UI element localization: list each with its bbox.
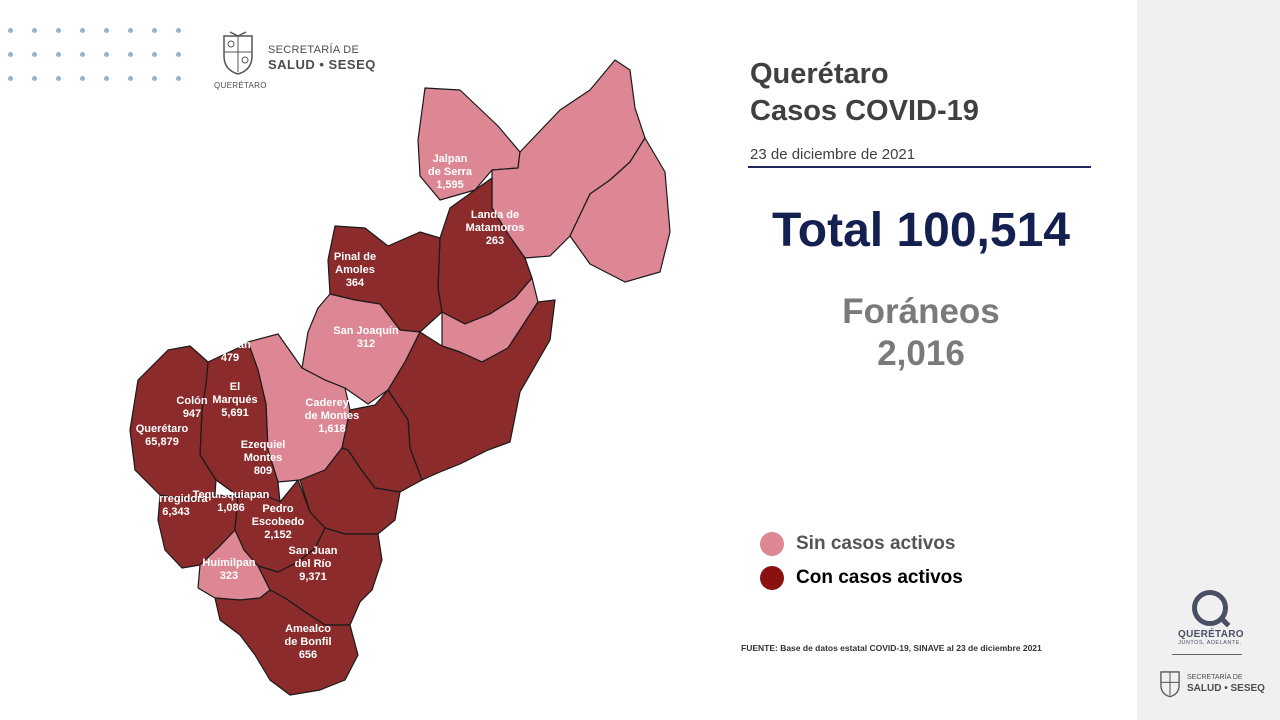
decorative-dot xyxy=(128,52,133,57)
municipality-label-colon: Colón 947 xyxy=(176,395,207,420)
decorative-dot xyxy=(32,28,37,33)
foreign-cases: Foráneos 2,016 xyxy=(748,291,1094,375)
municipality-toliman xyxy=(301,293,421,405)
decorative-dot xyxy=(176,76,181,81)
decorative-dot xyxy=(56,76,61,81)
side-divider xyxy=(1172,654,1242,655)
municipality-label-toliman: Tolimán 479 xyxy=(209,339,251,364)
legend-label-inactive: Sin casos activos xyxy=(796,533,956,554)
municipality-label-cadereyta-de-montes: Cadereyta de Montes 1,618 xyxy=(305,397,360,435)
report-date: 23 de diciembre de 2021 xyxy=(750,146,916,163)
decorative-dot xyxy=(80,52,85,57)
municipality-label-arroyo-seco: Arroyo Seco 363 xyxy=(315,139,351,177)
municipality-label-tequisquiapan: Tequisquiapan 1,086 xyxy=(193,489,270,514)
decorative-dot xyxy=(8,76,13,81)
foreign-cases-value: 2,016 xyxy=(877,334,965,373)
municipality-label-jalpan-de-serra: Jalpan de Serra 1,595 xyxy=(428,153,473,191)
legend-label-active: Con casos activos xyxy=(796,567,963,588)
municipality-label-el-marques: El Marqués 5,691 xyxy=(212,381,257,419)
brand-name: QUERÉTARO xyxy=(1178,629,1244,640)
decorative-dot xyxy=(128,76,133,81)
decorative-dot xyxy=(104,28,109,33)
q-logo-icon xyxy=(1192,590,1228,626)
decorative-dot xyxy=(152,28,157,33)
legend-item-active: Con casos activos xyxy=(760,561,963,595)
decorative-dot xyxy=(8,52,13,57)
map-legend: Sin casos activos Con casos activos xyxy=(760,527,963,595)
municipality-label-ezequiel-montes: Ezequiel Montes 809 xyxy=(241,439,286,477)
page-title: Querétaro Casos COVID-19 xyxy=(750,56,979,130)
queretaro-municipalities-map: Arroyo Seco 363 Jalpan de Serra 1,595 Landa de… xyxy=(120,50,700,700)
municipality-label-landa-de-matamoros: Landa de Matamoros 263 xyxy=(466,209,525,247)
municipality-label-queretaro: Querétaro 65,879 xyxy=(136,423,189,448)
seseq-header-logo: SECRETARÍA DE SALUD • SESEQ QUERÉTARO xyxy=(214,30,398,92)
brand-slogan: JUNTOS, ADELANTE. xyxy=(1178,640,1242,646)
legend-swatch-inactive xyxy=(760,532,784,556)
municipality-label-san-juan-del-rio: San Juan del Río 9,371 xyxy=(289,545,338,583)
legend-swatch-active xyxy=(760,566,784,590)
decorative-dot xyxy=(56,52,61,57)
decorative-dot xyxy=(104,76,109,81)
decorative-dot xyxy=(152,52,157,57)
decorative-dot xyxy=(176,52,181,57)
seseq-footer-logo: SECRETARÍA DE SALUD • SESEQ xyxy=(1157,668,1277,708)
municipality-label-penamiller: Peñamiller 247 xyxy=(244,263,300,288)
municipality-label-huimilpan: Huimilpan 323 xyxy=(202,557,255,582)
foreign-cases-label: Foráneos xyxy=(842,292,1000,331)
municipality-queretaro xyxy=(129,345,217,501)
legend-item-inactive: Sin casos activos xyxy=(760,527,963,561)
title-state: Querétaro xyxy=(750,58,889,90)
date-divider xyxy=(748,166,1091,168)
coat-of-arms-small-icon xyxy=(1160,671,1180,698)
decorative-dot xyxy=(32,76,37,81)
title-subject: Casos COVID-19 xyxy=(750,95,979,127)
decorative-dot xyxy=(80,28,85,33)
municipality-label-corregidora: Corregidora 6,343 xyxy=(145,493,209,518)
municipality-label-pedro-escobedo: Pedro Escobedo 2,152 xyxy=(252,503,305,541)
footer-logo-line2: SALUD • SESEQ xyxy=(1187,683,1265,694)
data-source-note: FUENTE: Base de datos estatal COVID-19, … xyxy=(741,643,1042,653)
decorative-dot xyxy=(80,76,85,81)
map-canvas: Arroyo Seco 363 Jalpan de Serra 1,595 Landa de… xyxy=(129,59,671,696)
footer-logo-line1: SECRETARÍA DE xyxy=(1187,674,1243,681)
municipality-amealco-de-bonfil xyxy=(214,589,359,696)
coat-of-arms-icon xyxy=(223,31,253,75)
municipality-label-pinal-de-amoles: Pinal de Amoles 364 xyxy=(334,251,376,289)
municipality-label-san-joaquin: San Joaquín 312 xyxy=(333,325,399,350)
decorative-dot xyxy=(8,28,13,33)
decorative-dot xyxy=(32,52,37,57)
header-logo-line1: SECRETARÍA DE xyxy=(268,44,360,56)
queretaro-brand-logo: QUERÉTARO JUNTOS, ADELANTE. xyxy=(1178,590,1244,646)
municipality-label-amealco-de-bonfil: Amealco de Bonfil 656 xyxy=(284,623,331,661)
decorative-dot xyxy=(56,28,61,33)
total-cases: Total 100,514 xyxy=(772,204,1070,257)
decorative-dot-grid xyxy=(0,28,190,88)
header-logo-line3: QUERÉTARO xyxy=(214,81,267,90)
decorative-dot xyxy=(152,76,157,81)
decorative-dot xyxy=(104,52,109,57)
header-logo-line2: SALUD • SESEQ xyxy=(268,57,376,72)
municipality-landa-de-matamoros xyxy=(569,137,671,283)
decorative-dot xyxy=(176,28,181,33)
decorative-dot xyxy=(128,28,133,33)
